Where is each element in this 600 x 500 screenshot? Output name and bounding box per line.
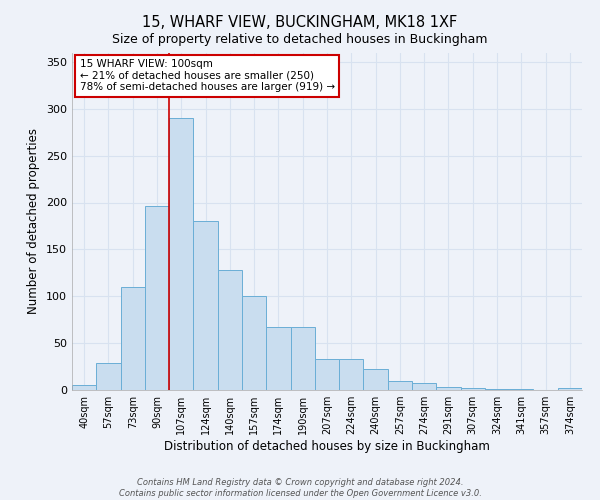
Y-axis label: Number of detached properties: Number of detached properties [28, 128, 40, 314]
Bar [169, 118, 193, 390]
Text: Size of property relative to detached houses in Buckingham: Size of property relative to detached ho… [112, 32, 488, 46]
Text: 15, WHARF VIEW, BUCKINGHAM, MK18 1XF: 15, WHARF VIEW, BUCKINGHAM, MK18 1XF [142, 15, 458, 30]
Bar [193, 221, 218, 390]
Bar [558, 388, 582, 390]
Bar [461, 388, 485, 390]
Bar [72, 386, 96, 390]
Bar [436, 387, 461, 390]
Bar [290, 327, 315, 390]
Bar [509, 389, 533, 390]
Bar [242, 296, 266, 390]
Bar [412, 384, 436, 390]
Bar [339, 359, 364, 390]
Text: Contains HM Land Registry data © Crown copyright and database right 2024.
Contai: Contains HM Land Registry data © Crown c… [119, 478, 481, 498]
Bar [388, 380, 412, 390]
X-axis label: Distribution of detached houses by size in Buckingham: Distribution of detached houses by size … [164, 440, 490, 453]
Bar [364, 370, 388, 390]
Bar [121, 287, 145, 390]
Bar [266, 327, 290, 390]
Bar [315, 359, 339, 390]
Bar [96, 363, 121, 390]
Bar [145, 206, 169, 390]
Bar [218, 270, 242, 390]
Bar [485, 389, 509, 390]
Text: 15 WHARF VIEW: 100sqm
← 21% of detached houses are smaller (250)
78% of semi-det: 15 WHARF VIEW: 100sqm ← 21% of detached … [80, 59, 335, 92]
